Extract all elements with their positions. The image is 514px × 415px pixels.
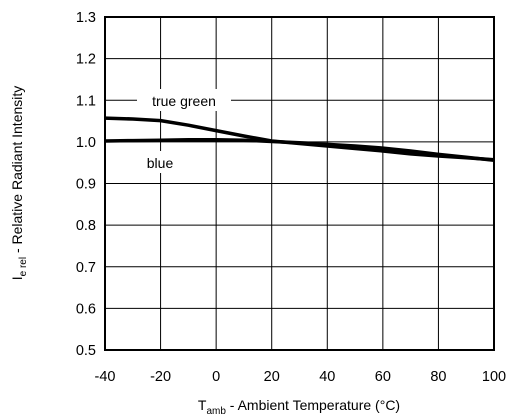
x-axis-subscript: amb — [206, 406, 226, 415]
x-axis-title: Tamb - Ambient Temperature (°C) — [198, 397, 400, 415]
x-tick-label: 20 — [264, 369, 280, 385]
series-label-blue: blue — [147, 155, 174, 171]
x-axis-text: - Ambient Temperature (°C) — [226, 397, 400, 413]
x-tick-label: 0 — [212, 369, 220, 385]
x-tick-label: -20 — [150, 369, 171, 385]
y-tick-label: 0.9 — [76, 177, 96, 193]
y-axis-text: - Relative Radiant Intensity — [9, 86, 25, 257]
label-background — [137, 89, 231, 111]
y-axis-symbol: I — [9, 276, 25, 280]
x-tick-label: -40 — [95, 369, 116, 385]
y-tick-label: 1.1 — [76, 93, 96, 109]
y-tick-label: 0.7 — [76, 260, 96, 276]
x-tick-label: 60 — [375, 369, 391, 385]
y-tick-label: 1.0 — [76, 135, 96, 151]
x-tick-label: 100 — [482, 369, 506, 385]
plot-frame — [104, 16, 495, 351]
y-axis-subscript: e rel — [18, 257, 29, 276]
series-label-true-green: true green — [152, 93, 216, 109]
series-line-blue — [104, 138, 495, 162]
series-layer — [104, 116, 495, 162]
y-tick-labels: 0.5 0.6 0.7 0.8 0.9 1.0 1.1 1.2 1.3 — [76, 10, 96, 359]
annotations: true green blue — [137, 89, 231, 173]
y-tick-label: 1.3 — [76, 10, 96, 26]
x-tick-label: 40 — [319, 369, 335, 385]
x-axis-symbol: T — [198, 397, 207, 413]
x-tick-labels: -40 -20 0 20 40 60 80 100 — [95, 369, 507, 385]
y-tick-label: 0.5 — [76, 343, 96, 359]
y-axis-title: Ie rel - Relative Radiant Intensity — [9, 86, 29, 281]
y-tick-label: 0.8 — [76, 218, 96, 234]
y-tick-label: 1.2 — [76, 52, 96, 68]
label-background — [140, 151, 182, 173]
y-tick-label: 0.6 — [76, 301, 96, 317]
x-tick-label: 80 — [430, 369, 446, 385]
